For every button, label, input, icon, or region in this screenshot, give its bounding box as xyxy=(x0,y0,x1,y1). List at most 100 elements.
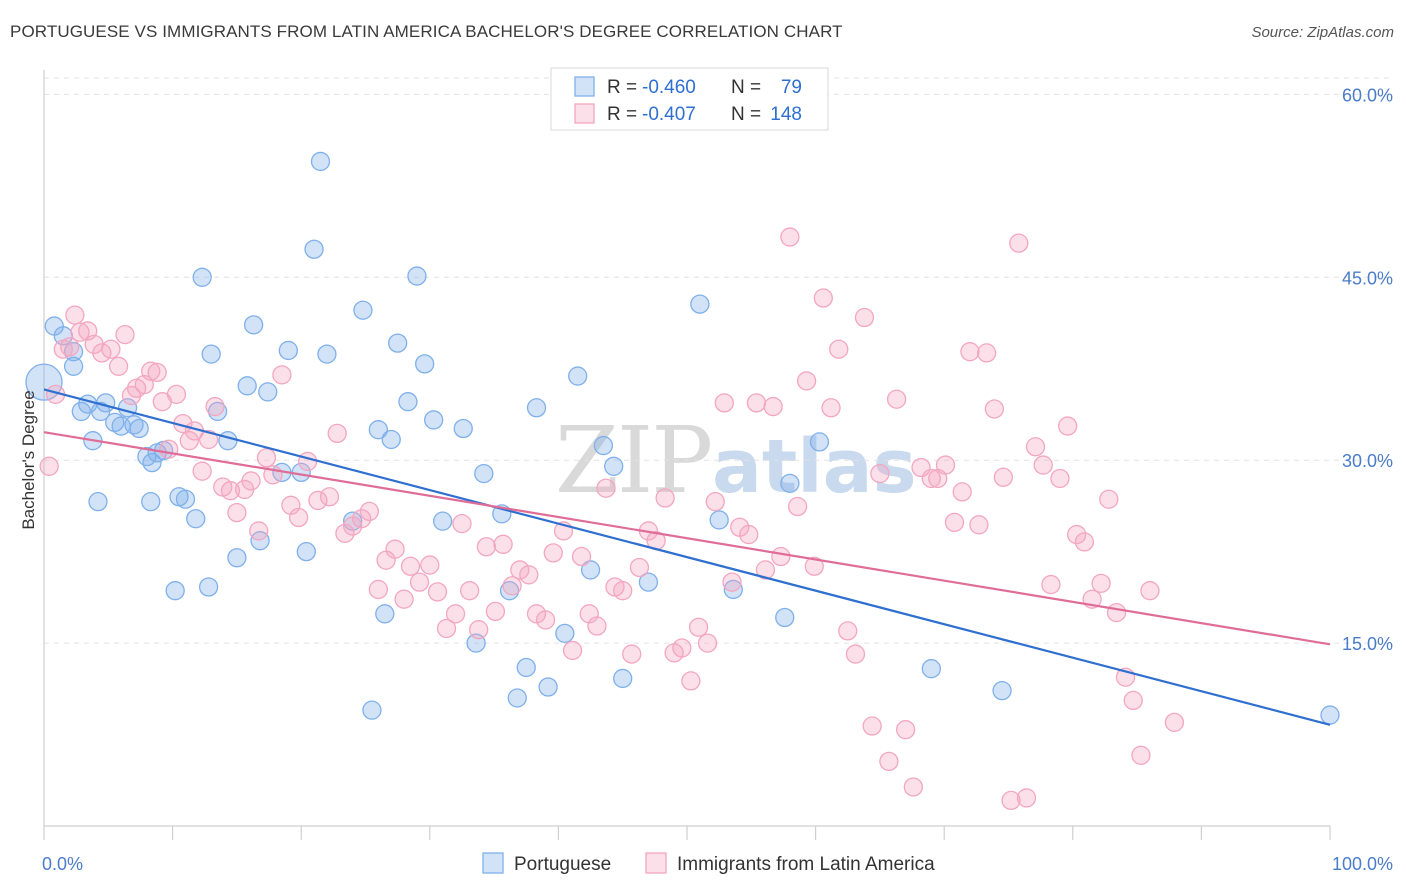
latin-america-point xyxy=(672,638,692,658)
portuguese-point xyxy=(368,420,389,440)
latin-america-point xyxy=(771,546,791,567)
latin-america-point xyxy=(427,582,448,602)
latin-america-point xyxy=(166,384,187,404)
latin-america-point xyxy=(688,617,709,637)
portuguese-point xyxy=(129,418,149,439)
portuguese-point xyxy=(809,432,830,452)
latin-america-point xyxy=(952,482,972,502)
portuguese-point xyxy=(165,581,185,601)
y-tick-label: 45.0% xyxy=(1342,268,1393,288)
series-legend-label: Immigrants from Latin America xyxy=(677,854,935,875)
latin-america-point xyxy=(319,487,340,507)
latin-america-point xyxy=(205,396,225,417)
latin-america-point xyxy=(969,515,989,535)
portuguese-point xyxy=(568,366,588,386)
portuguese-point xyxy=(453,418,473,439)
portuguese-point xyxy=(507,688,527,708)
latin-america-point xyxy=(854,307,875,328)
portuguese-point xyxy=(381,429,401,450)
portuguese-point xyxy=(433,511,453,531)
latin-america-point xyxy=(519,565,539,585)
latin-america-point xyxy=(596,478,616,498)
latin-america-point xyxy=(1009,233,1029,253)
latin-america-point xyxy=(746,393,767,413)
portuguese-point xyxy=(243,315,264,335)
portuguese-point xyxy=(362,700,382,720)
latin-america-point xyxy=(787,496,808,517)
latin-america-point xyxy=(420,555,440,575)
portuguese-point xyxy=(124,415,144,435)
portuguese-point xyxy=(237,376,257,396)
portuguese-point xyxy=(63,356,84,376)
latin-america-point xyxy=(1140,581,1160,601)
latin-america-point xyxy=(476,537,497,557)
portuguese-point xyxy=(593,435,614,456)
portuguese-point xyxy=(353,300,373,320)
latin-america-point xyxy=(368,579,389,600)
portuguese-point xyxy=(775,607,795,628)
latin-america-point xyxy=(821,398,841,418)
latin-america-point xyxy=(335,523,355,544)
portuguese-point xyxy=(538,677,558,697)
latin-america-point xyxy=(1099,489,1119,509)
y-tick-label: 60.0% xyxy=(1342,85,1393,105)
portuguese-point xyxy=(317,344,337,364)
portuguese-point xyxy=(296,541,316,562)
latin-america-point xyxy=(436,618,457,639)
portuguese-point xyxy=(709,510,729,530)
latin-america-point xyxy=(1067,524,1087,545)
latin-america-point xyxy=(1050,468,1070,489)
latin-america-point xyxy=(714,393,734,413)
legend-swatch xyxy=(574,103,595,124)
chart-source: Source: ZipAtlas.com xyxy=(1251,24,1394,41)
latin-america-point xyxy=(739,524,759,545)
latin-america-point xyxy=(681,671,701,691)
series-legend-swatch xyxy=(645,852,667,874)
latin-america-point xyxy=(256,448,277,468)
portuguese-point xyxy=(198,577,219,597)
latin-america-point xyxy=(281,495,301,515)
portuguese-point xyxy=(258,382,278,402)
portuguese-point xyxy=(690,294,710,314)
legend-n-value: 79 xyxy=(781,77,802,98)
latin-america-point xyxy=(1025,437,1046,457)
latin-america-point xyxy=(655,488,675,508)
latin-america-point xyxy=(1074,532,1095,552)
portuguese-point xyxy=(780,473,800,494)
latin-america-point xyxy=(1033,455,1053,475)
portuguese-point xyxy=(250,531,270,551)
latin-america-point xyxy=(1106,602,1127,623)
stats-legend: R = -0.460 N = 79 R = -0.407 N = 148 xyxy=(550,67,829,131)
data-points xyxy=(25,151,1340,811)
latin-america-point xyxy=(755,560,776,580)
latin-america-point xyxy=(921,468,941,489)
latin-america-point xyxy=(60,337,80,357)
y-tick-label: 30.0% xyxy=(1342,451,1393,471)
latin-america-point xyxy=(70,322,90,342)
portuguese-point xyxy=(137,446,157,467)
latin-america-point xyxy=(272,365,292,385)
portuguese-point xyxy=(638,572,659,592)
legend-n-label: N = xyxy=(731,77,761,98)
latin-america-point xyxy=(485,601,506,622)
latin-america-point xyxy=(502,576,522,596)
latin-america-point xyxy=(359,501,380,522)
latin-america-point xyxy=(984,399,1005,419)
latin-america-point xyxy=(845,644,866,664)
latin-america-point xyxy=(400,556,421,576)
portuguese-point xyxy=(723,579,743,600)
latin-america-point xyxy=(870,463,890,484)
latin-america-point xyxy=(409,572,430,592)
legend-r-value: -0.460 xyxy=(642,77,696,98)
latin-america-point xyxy=(629,557,650,578)
series-legend-swatch xyxy=(482,852,504,874)
portuguese-point xyxy=(1320,705,1340,725)
latin-america-point xyxy=(469,620,489,640)
latin-america-point xyxy=(227,502,247,523)
legend-r-label: R = xyxy=(607,77,637,98)
latin-america-point xyxy=(571,546,592,567)
latin-america-point xyxy=(327,423,347,444)
latin-america-point xyxy=(297,451,318,472)
latin-america-point xyxy=(1016,788,1037,808)
latin-america-point xyxy=(993,467,1014,487)
